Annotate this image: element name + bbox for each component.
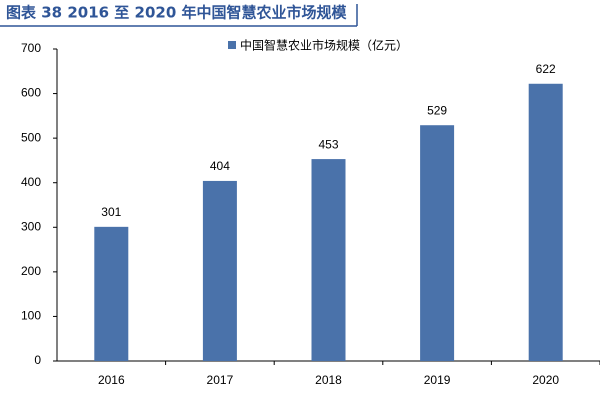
data-label: 453: [318, 137, 338, 151]
legend-label: 中国智慧农业市场规模（亿元）: [240, 38, 408, 53]
y-tick-label: 200: [21, 264, 41, 278]
data-label: 622: [536, 62, 556, 76]
x-tick-label: 2016: [98, 373, 125, 387]
y-tick-label: 500: [21, 130, 41, 144]
y-tick-label: 700: [21, 41, 41, 55]
y-tick-label: 600: [21, 86, 41, 100]
bar: [311, 159, 346, 361]
x-tick-label: 2020: [532, 373, 559, 387]
bar: [420, 125, 455, 362]
x-tick-label: 2017: [207, 373, 234, 387]
bar: [94, 226, 129, 361]
y-tick-label: 300: [21, 219, 41, 233]
bar: [202, 180, 237, 361]
data-label: 404: [210, 159, 230, 173]
y-tick-label: 100: [21, 309, 41, 323]
y-tick-label: 400: [21, 175, 41, 189]
chart-title: 图表 38 2016 至 2020 年中国智慧农业市场规模: [6, 4, 347, 22]
x-tick-label: 2019: [424, 373, 451, 387]
y-tick-label: 0: [34, 353, 41, 367]
legend-swatch: [228, 41, 236, 49]
bar: [528, 83, 563, 361]
data-label: 529: [427, 103, 447, 117]
data-label: 301: [101, 205, 121, 219]
x-tick-label: 2018: [315, 373, 342, 387]
